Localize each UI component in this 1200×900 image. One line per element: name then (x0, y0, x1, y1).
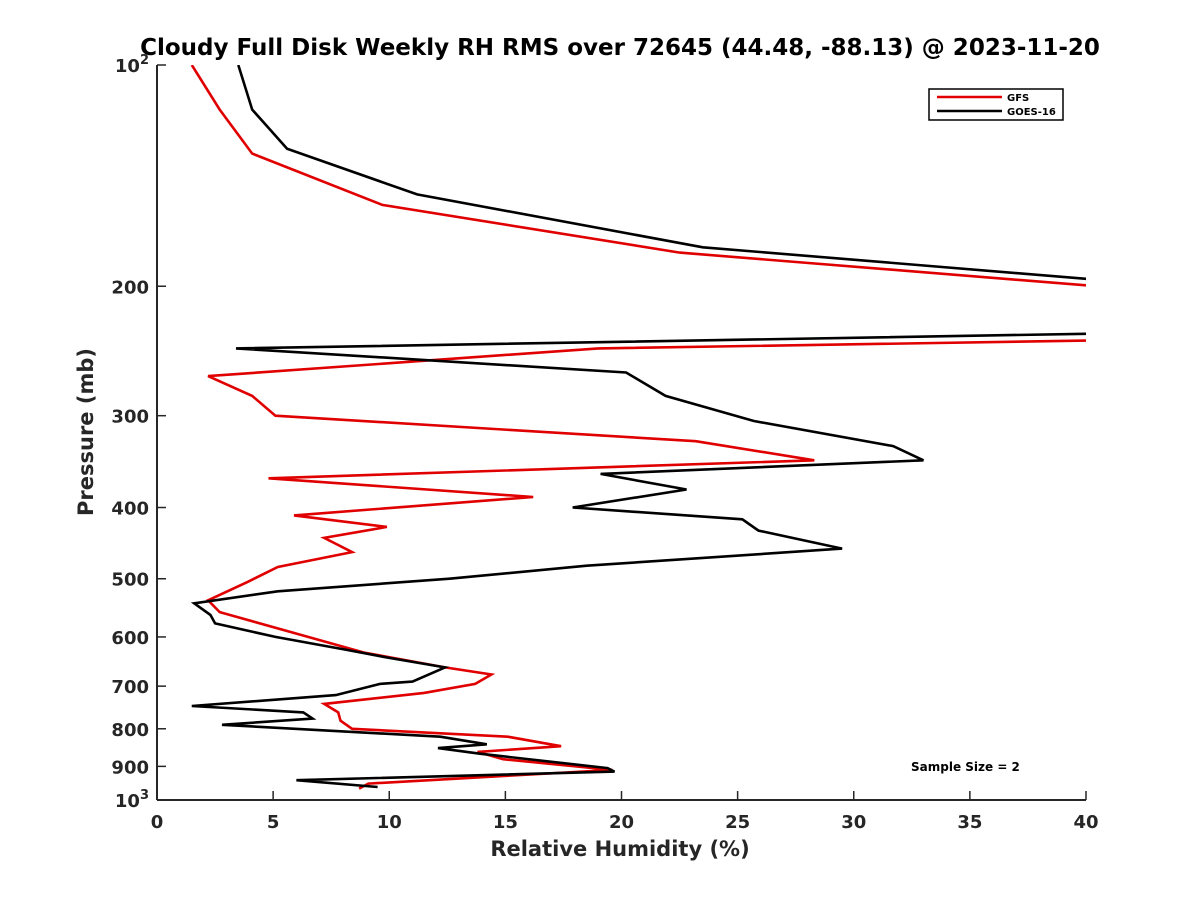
legend-label-gfs: GFS (1007, 93, 1029, 104)
x-tick-label: 15 (493, 812, 518, 833)
x-tick-label: 0 (151, 812, 164, 833)
x-tick-label: 5 (267, 812, 280, 833)
sample-size-annotation: Sample Size = 2 (911, 760, 1020, 774)
y-axis-label: Pressure (mb) (74, 348, 98, 516)
x-tick-label: 40 (1073, 812, 1098, 833)
y-tick-label: 103 (115, 788, 149, 812)
x-tick-label: 35 (957, 812, 982, 833)
y-tick-label: 400 (111, 499, 149, 520)
x-tick-label: 10 (377, 812, 402, 833)
legend-box (928, 88, 1064, 121)
y-tick-label: 700 (111, 677, 149, 698)
y-tick-label: 300 (111, 407, 149, 428)
series-line-goes-16 (190, 65, 1086, 789)
series-line-gfs (190, 65, 1086, 790)
y-tick-label: 102 (115, 53, 149, 77)
y-tick-label: 200 (111, 277, 149, 298)
y-tick-label: 600 (111, 628, 149, 649)
chart-title: Cloudy Full Disk Weekly RH RMS over 7264… (140, 35, 1100, 61)
y-tick-label: 800 (111, 720, 149, 741)
x-tick-label: 25 (725, 812, 750, 833)
axes-layer: 0 5 10 15 20 25 30 35 40 102 200 300 400 500 600 700 800… (111, 53, 1098, 833)
legend: GFS GOES-16 (928, 88, 1064, 121)
y-tick-label: 900 (111, 757, 149, 778)
y-tick-label: 500 (111, 570, 149, 591)
x-tick-label: 20 (609, 812, 634, 833)
legend-label-goes16: GOES-16 (1007, 107, 1056, 118)
x-tick-label: 30 (841, 812, 866, 833)
series-layer (190, 65, 1086, 790)
x-axis-label: Relative Humidity (%) (490, 837, 749, 861)
